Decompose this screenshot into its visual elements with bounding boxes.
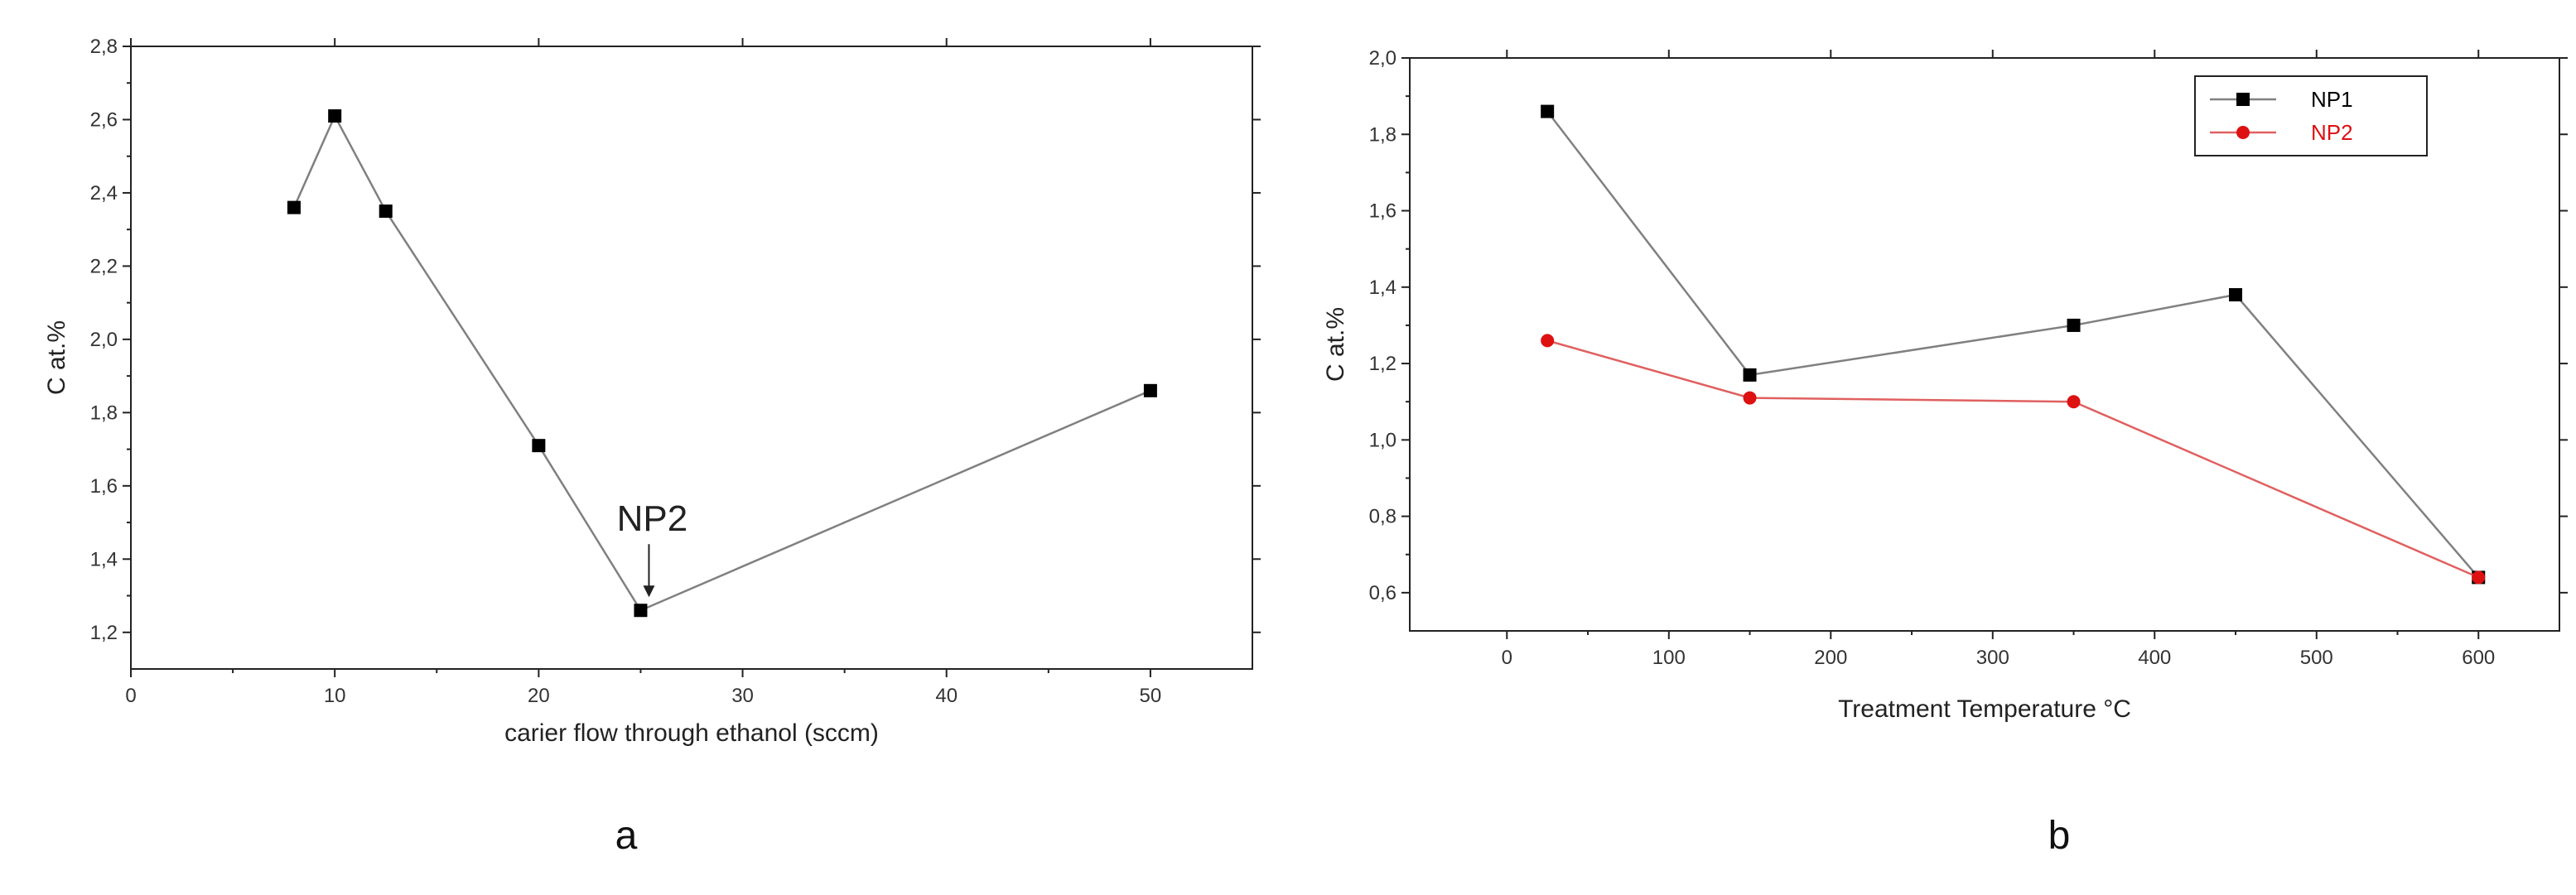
- y-tick-label: 2,8: [90, 36, 118, 58]
- y-tick-label: 2,6: [90, 108, 118, 131]
- series-line: [292, 113, 1151, 612]
- y-tick-label: 2,4: [90, 182, 118, 205]
- y-tick-label: 1,0: [1369, 429, 1397, 451]
- plot-frame: [130, 46, 1253, 670]
- plot-frame: [1409, 57, 2560, 632]
- legend-box: [2194, 75, 2428, 156]
- legend-label: NP1: [2311, 87, 2353, 112]
- data-point: [2229, 288, 2243, 302]
- x-tick-label: 400: [2138, 647, 2171, 669]
- y-axis-label: C at.%: [1322, 307, 1349, 382]
- y-tick-label: 1,2: [90, 622, 118, 644]
- data-point: [2067, 318, 2081, 332]
- y-tick-label: 1,8: [90, 402, 118, 424]
- data-point: [328, 109, 342, 123]
- x-tick-label: 10: [324, 685, 346, 707]
- panel-label: b: [2048, 814, 2071, 858]
- y-tick-label: 2,0: [90, 329, 118, 351]
- annotation-label: NP2: [617, 498, 688, 539]
- x-axis-label: Treatment Temperature °C: [1838, 695, 2131, 723]
- chart-panel-a: 1,2 1,4 1,6 1,8 2,0 2,2 2,4 2,6 2,8 0 10 20 30 40 50 ca…: [43, 36, 1261, 858]
- y-tick-label: 1,8: [1369, 123, 1397, 146]
- data-point: [1743, 391, 1757, 405]
- y-tick-label: 1,6: [1369, 200, 1397, 223]
- y-tick-label: 1,6: [90, 475, 118, 498]
- x-tick-label: 40: [935, 685, 958, 707]
- x-tick-label: 50: [1140, 685, 1162, 707]
- data-point: [1541, 334, 1555, 348]
- data-point: [634, 604, 648, 618]
- data-point: [532, 439, 546, 453]
- x-tick-label: 500: [2300, 647, 2333, 669]
- y-tick-label: 1,4: [90, 548, 118, 570]
- y-tick-label: 0,6: [1369, 582, 1397, 604]
- data-point: [1743, 368, 1757, 382]
- x-tick-label: 0: [125, 685, 136, 707]
- x-tick-label: 300: [1976, 647, 2009, 669]
- data-point: [287, 200, 301, 214]
- chart-panel-b: 0,6 0,8 1,0 1,2 1,4 1,6 1,8 2,0 0 100 200 300 400 500…: [1322, 47, 2568, 858]
- data-point: [379, 205, 393, 219]
- legend-label: NP2: [2311, 120, 2353, 145]
- legend-marker: [2236, 93, 2250, 106]
- x-tick-label: 20: [528, 685, 550, 707]
- x-tick-label: 100: [1652, 647, 1686, 669]
- series-line: [1546, 110, 2480, 579]
- y-tick-label: 1,4: [1369, 277, 1397, 299]
- series-1: [287, 109, 1157, 618]
- y-tick-label: 0,8: [1369, 506, 1397, 528]
- panel-label: a: [615, 814, 638, 858]
- series-NP1: [1541, 104, 2486, 585]
- data-point: [2067, 395, 2081, 409]
- x-tick-label: 200: [1814, 647, 1847, 669]
- y-tick-label: 2,2: [90, 255, 118, 277]
- x-tick-label: 30: [731, 685, 754, 707]
- x-tick-label: 600: [2462, 647, 2495, 669]
- y-tick-label: 2,0: [1369, 47, 1397, 70]
- legend-marker: [2236, 126, 2250, 139]
- x-axis-label: carier flow through ethanol (sccm): [504, 719, 879, 747]
- series-NP2: [1541, 334, 2486, 585]
- y-axis-label: C at.%: [43, 320, 70, 395]
- annotation-arrowhead: [643, 585, 655, 598]
- data-point: [1143, 383, 1157, 397]
- x-tick-label: 0: [1502, 647, 1512, 669]
- data-point: [1541, 104, 1555, 118]
- y-tick-label: 1,2: [1369, 353, 1397, 375]
- series-line: [1546, 339, 2479, 579]
- data-point: [2472, 570, 2486, 585]
